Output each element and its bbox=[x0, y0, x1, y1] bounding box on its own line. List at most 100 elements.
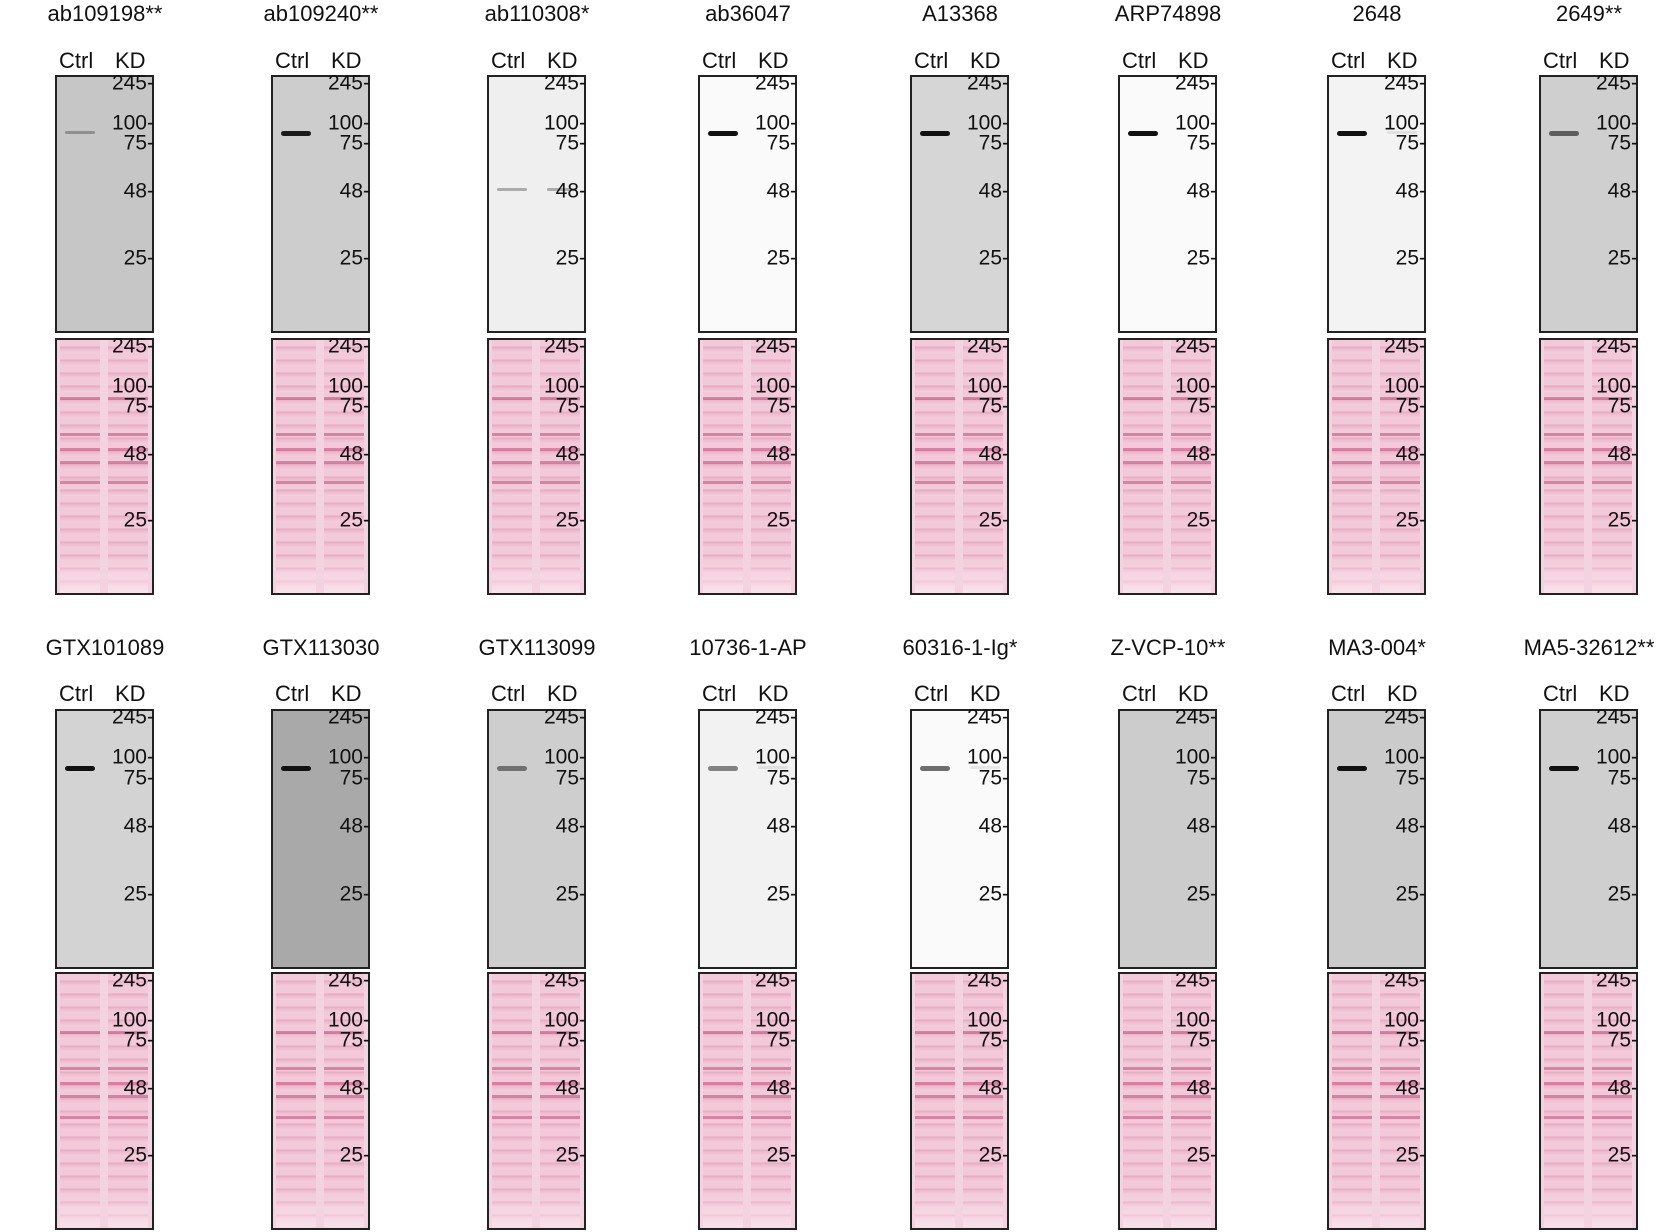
ponceau-band bbox=[915, 1095, 955, 1099]
lane-label-ctrl: Ctrl bbox=[491, 681, 526, 706]
mw-marker-blot: 25 bbox=[767, 248, 797, 269]
mw-marker-ponceau: 75 bbox=[767, 1030, 797, 1051]
ponceau-band bbox=[60, 1066, 100, 1070]
mw-marker-blot: 48 bbox=[124, 181, 154, 202]
mw-marker-blot: 75 bbox=[556, 767, 586, 788]
mw-marker-ponceau: 100 bbox=[1596, 1009, 1638, 1030]
ponceau-band bbox=[703, 460, 743, 464]
mw-marker-blot: 75 bbox=[767, 767, 797, 788]
ponceau-band bbox=[703, 447, 743, 451]
ponceau-band bbox=[1123, 447, 1163, 451]
mw-marker-ponceau: 25 bbox=[124, 510, 154, 531]
lane-label-kd: KD bbox=[758, 681, 789, 706]
lane-label-ctrl: Ctrl bbox=[702, 681, 737, 706]
ponceau-lane-ctrl bbox=[1123, 340, 1163, 593]
mw-marker-blot: 48 bbox=[1187, 816, 1217, 837]
mw-marker-ponceau: 25 bbox=[1187, 1145, 1217, 1166]
mw-marker-ponceau: 25 bbox=[767, 510, 797, 531]
mw-marker-ponceau: 48 bbox=[767, 1078, 797, 1099]
ponceau-band bbox=[703, 1066, 743, 1070]
antibody-title: 10736-1-AP bbox=[689, 635, 807, 660]
mw-marker-ponceau: 100 bbox=[967, 1009, 1009, 1030]
antibody-title: A13368 bbox=[922, 1, 998, 26]
band-ctrl bbox=[65, 131, 95, 135]
mw-marker-ponceau: 75 bbox=[556, 1030, 586, 1051]
band-ctrl bbox=[1337, 131, 1367, 137]
mw-marker-ponceau: 48 bbox=[979, 443, 1009, 464]
ponceau-band bbox=[492, 1115, 532, 1119]
mw-marker-ponceau: 100 bbox=[1175, 1009, 1217, 1030]
mw-marker-ponceau: 100 bbox=[755, 375, 797, 396]
lane-label-kd: KD bbox=[1387, 681, 1418, 706]
ponceau-stain bbox=[698, 338, 797, 595]
ponceau-band bbox=[915, 1115, 955, 1119]
mw-marker-blot: 245 bbox=[755, 706, 797, 727]
ponceau-band bbox=[1332, 481, 1372, 485]
mw-marker-ponceau: 100 bbox=[1384, 375, 1426, 396]
ponceau-band bbox=[492, 1066, 532, 1070]
mw-marker-blot: 245 bbox=[1175, 706, 1217, 727]
lane-label-ctrl: Ctrl bbox=[702, 48, 737, 73]
band-ctrl bbox=[65, 765, 95, 771]
mw-marker-ponceau: 25 bbox=[556, 1145, 586, 1166]
ponceau-band bbox=[915, 481, 955, 485]
ponceau-band bbox=[1123, 1115, 1163, 1119]
mw-marker-ponceau: 245 bbox=[1596, 969, 1638, 990]
mw-marker-blot: 245 bbox=[328, 706, 370, 727]
mw-marker-blot: 75 bbox=[767, 133, 797, 154]
antibody-title: 2648 bbox=[1352, 1, 1402, 26]
band-ctrl bbox=[708, 131, 738, 137]
ponceau-lane-ctrl bbox=[915, 340, 955, 593]
ponceau-lane-ctrl bbox=[492, 340, 532, 593]
band-ctrl bbox=[1128, 131, 1158, 137]
ponceau-band bbox=[915, 396, 955, 400]
mw-marker-ponceau: 25 bbox=[979, 1145, 1009, 1166]
mw-marker-blot: 25 bbox=[1608, 883, 1638, 904]
mw-marker-blot: 75 bbox=[556, 133, 586, 154]
mw-marker-ponceau: 48 bbox=[1187, 443, 1217, 464]
mw-marker-blot: 245 bbox=[1175, 72, 1217, 93]
antibody-title: Z-VCP-10** bbox=[1110, 635, 1226, 660]
ponceau-band bbox=[1332, 1030, 1372, 1034]
ponceau-band bbox=[1332, 460, 1372, 464]
mw-marker-ponceau: 245 bbox=[544, 969, 586, 990]
mw-marker-blot: 25 bbox=[340, 883, 370, 904]
ponceau-band bbox=[915, 447, 955, 451]
ponceau-band bbox=[1380, 481, 1420, 485]
band-ctrl bbox=[708, 765, 738, 771]
lane-label-kd: KD bbox=[1178, 48, 1209, 73]
mw-marker-blot: 245 bbox=[544, 72, 586, 93]
mw-marker-blot: 48 bbox=[1396, 181, 1426, 202]
ponceau-band bbox=[60, 460, 100, 464]
antibody-title: ab110308* bbox=[484, 1, 590, 26]
ponceau-band bbox=[60, 447, 100, 451]
mw-marker-ponceau: 48 bbox=[124, 1078, 154, 1099]
antibody-title: ARP74898 bbox=[1114, 1, 1222, 26]
ponceau-band bbox=[1123, 432, 1163, 436]
ponceau-lane-ctrl bbox=[703, 340, 743, 593]
ponceau-band bbox=[703, 432, 743, 436]
ponceau-band bbox=[1544, 396, 1584, 400]
ponceau-band bbox=[276, 481, 316, 485]
ponceau-band bbox=[1123, 396, 1163, 400]
ponceau-band bbox=[276, 460, 316, 464]
mw-marker-ponceau: 100 bbox=[328, 1009, 370, 1030]
mw-marker-ponceau: 245 bbox=[755, 335, 797, 356]
ponceau-band bbox=[492, 1082, 532, 1086]
mw-marker-ponceau: 25 bbox=[1608, 510, 1638, 531]
mw-marker-blot: 100 bbox=[1175, 112, 1217, 133]
mw-marker-blot: 25 bbox=[979, 248, 1009, 269]
lane-label-kd: KD bbox=[1599, 681, 1630, 706]
ponceau-lane-ctrl bbox=[703, 974, 743, 1228]
band-ctrl bbox=[920, 131, 950, 137]
ponceau-band bbox=[1544, 1030, 1584, 1034]
mw-marker-blot: 48 bbox=[1396, 816, 1426, 837]
lane-label-ctrl: Ctrl bbox=[275, 48, 310, 73]
lane-label-kd: KD bbox=[331, 681, 362, 706]
lane-label-ctrl: Ctrl bbox=[1543, 48, 1578, 73]
mw-marker-ponceau: 245 bbox=[1384, 335, 1426, 356]
mw-marker-ponceau: 100 bbox=[112, 375, 154, 396]
ponceau-lane-ctrl bbox=[276, 340, 316, 593]
lane-label-kd: KD bbox=[1387, 48, 1418, 73]
antibody-title: GTX101089 bbox=[45, 635, 165, 660]
